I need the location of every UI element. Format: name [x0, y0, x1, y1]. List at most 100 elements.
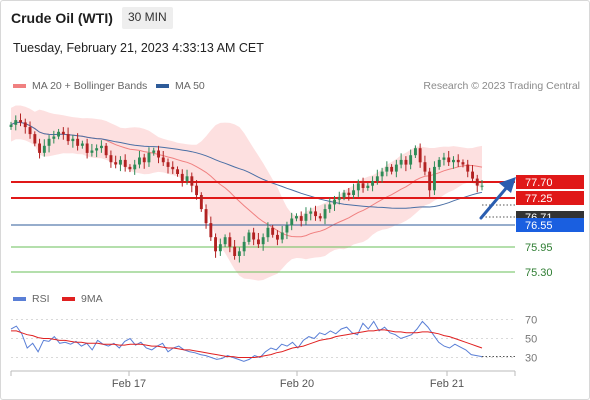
legend-ma20-label: MA 20 + Bollinger Bands [32, 80, 148, 92]
candle [371, 176, 374, 192]
candle-body [228, 237, 232, 247]
candle-body [138, 157, 141, 165]
candle-body [52, 136, 56, 139]
legend-9ma-label: 9MA [81, 293, 103, 305]
candle [38, 138, 41, 159]
resistance-label-bg [516, 175, 584, 189]
candle [314, 205, 317, 221]
candle [28, 121, 32, 139]
candle-body [195, 185, 198, 196]
candle-body [266, 227, 270, 238]
candle-body [214, 237, 217, 252]
candle [257, 232, 260, 248]
candle-body [433, 166, 436, 191]
candle [47, 135, 51, 153]
candle-body [271, 227, 275, 235]
candle-body [61, 131, 65, 135]
candle [157, 145, 160, 164]
candle [380, 167, 384, 183]
candle-body [385, 166, 389, 172]
candle [237, 247, 241, 263]
candle-body [85, 143, 89, 153]
candle [119, 156, 122, 172]
candle-body [147, 152, 151, 163]
candle [104, 143, 108, 159]
candle-body [180, 173, 184, 181]
candle-body [461, 162, 465, 165]
x-tick-label: Feb 20 [280, 378, 314, 390]
candle-body [242, 241, 246, 252]
candle [394, 159, 398, 178]
candle-body [475, 178, 479, 186]
candle [66, 127, 70, 145]
candle-body [209, 223, 213, 238]
candle-body [152, 150, 156, 153]
candle [123, 154, 127, 172]
candle-body [437, 159, 441, 167]
candle [366, 182, 370, 191]
candle-body [28, 127, 32, 135]
legend-ma50-label: MA 50 [175, 80, 205, 92]
candle [323, 204, 327, 225]
candle-body [371, 181, 374, 186]
candle [114, 155, 118, 169]
candle-body [76, 138, 80, 146]
candle-body [394, 164, 398, 172]
forecast-arrow-head [499, 177, 516, 193]
candle-body [399, 159, 403, 165]
candle [409, 149, 413, 170]
candle-body [452, 159, 455, 163]
candle-body [295, 216, 298, 219]
candle-body [333, 199, 336, 205]
candle [223, 234, 227, 248]
candle-body [199, 195, 203, 210]
rsi-tick-label: 30 [525, 353, 537, 365]
candle [199, 192, 203, 212]
resistance-label: 77.25 [516, 191, 584, 205]
last-price-label-bg [516, 211, 584, 222]
candle [285, 221, 289, 240]
candle [109, 150, 113, 168]
candle-body [176, 169, 179, 174]
candle-body [314, 211, 317, 217]
candle-body [14, 120, 18, 125]
candle-body [280, 232, 284, 240]
candle-body [233, 246, 237, 256]
candle-body [19, 120, 22, 123]
candle-body [47, 138, 51, 146]
ma50-line [10, 121, 483, 209]
rsi-line [10, 320, 483, 362]
forecast-arrow [479, 177, 516, 220]
candle-body [309, 211, 313, 214]
candle-body [9, 124, 13, 127]
support-value: 75.30 [525, 267, 553, 279]
candle-body [466, 164, 470, 172]
candle [142, 153, 146, 169]
candle-body [380, 171, 384, 177]
timestamp: Tuesday, February 21, 2023 4:33:13 AM CE… [13, 41, 264, 55]
candle-body [323, 209, 327, 219]
legend-rsi-swatch [13, 297, 26, 301]
candle-body [347, 192, 351, 195]
candle-body [71, 138, 75, 142]
candle-body [119, 159, 122, 165]
candle-body [471, 171, 474, 179]
candle-body [456, 159, 460, 163]
candle [90, 143, 94, 157]
interval-badge[interactable]: 30 MIN [122, 7, 173, 29]
resistance-label-bg [516, 191, 584, 205]
candle-body [142, 157, 146, 163]
candle [152, 147, 156, 156]
candle-body [409, 155, 413, 165]
candle [133, 159, 137, 175]
candle [280, 225, 284, 244]
candle [138, 150, 141, 169]
candle-body [299, 216, 303, 221]
candle-body [276, 234, 279, 240]
candle-body [237, 251, 241, 256]
candle [352, 183, 355, 199]
candle [361, 177, 365, 193]
candle [475, 174, 479, 193]
candle-body [423, 162, 427, 172]
